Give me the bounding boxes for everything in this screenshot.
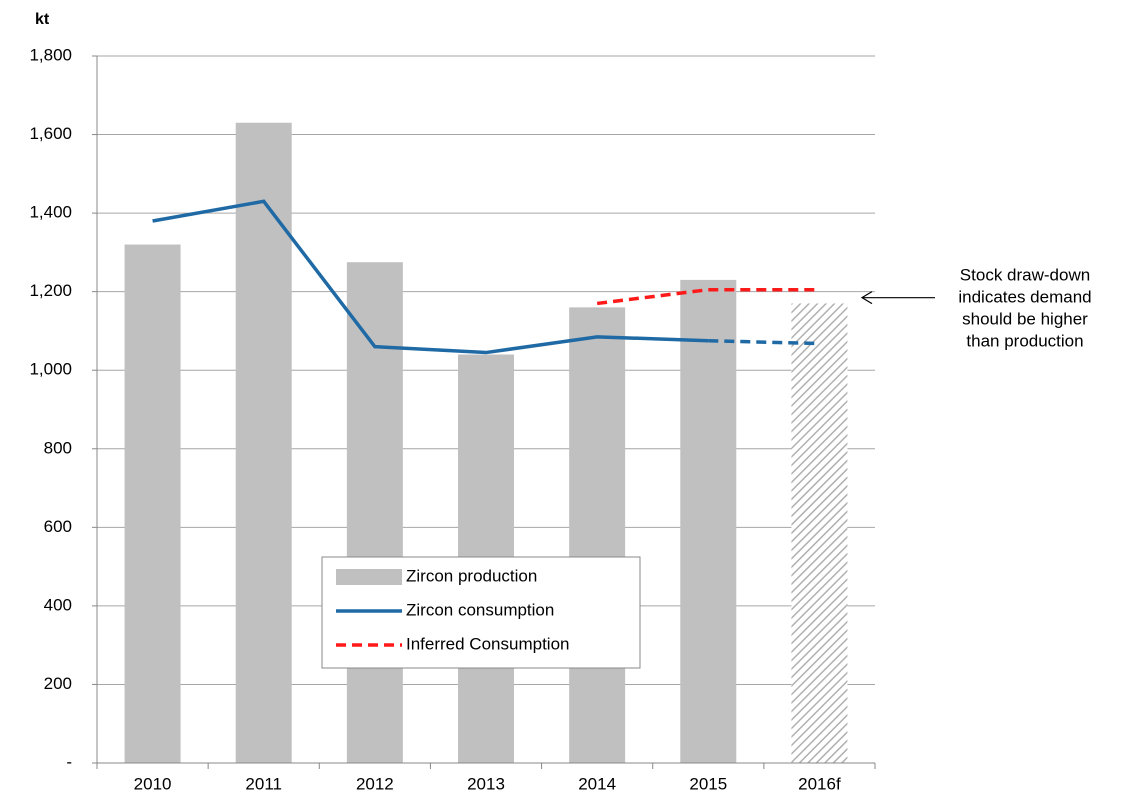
line-dashed <box>708 339 820 346</box>
annotation-arrowhead <box>860 291 873 305</box>
bar <box>569 307 626 763</box>
y-tick-label: 1,400 <box>29 203 72 222</box>
x-tick-label: 2016f <box>798 774 841 793</box>
y-tick-label: 400 <box>44 595 72 614</box>
x-tick-label: 2011 <box>245 774 282 793</box>
legend-swatch <box>336 569 402 585</box>
legend-label: Zircon production <box>406 566 537 585</box>
legend-label: Zircon consumption <box>406 600 554 619</box>
x-tick-label: 2012 <box>356 774 394 793</box>
bar <box>124 244 181 764</box>
annotation: indicates demand <box>958 287 1091 306</box>
y-tick-label: 600 <box>44 517 72 536</box>
y-unit: kt <box>35 11 50 28</box>
x-tick-label: 2013 <box>467 774 505 793</box>
bar <box>791 303 848 763</box>
y-tick-label: 200 <box>44 674 72 693</box>
bar <box>680 279 737 763</box>
legend-label: Inferred Consumption <box>406 634 569 653</box>
annotation: should be higher <box>962 309 1088 328</box>
y-tick-label: 1,800 <box>29 45 72 64</box>
y-tick-label: - <box>66 752 72 771</box>
line-dashed <box>596 287 820 306</box>
bar <box>235 122 292 764</box>
y-tick-label: 1,600 <box>29 124 72 143</box>
line <box>152 199 709 355</box>
x-tick-label: 2014 <box>578 774 616 793</box>
annotation: Stock draw-down <box>960 265 1090 284</box>
y-tick-label: 1,000 <box>29 360 72 379</box>
annotation: than production <box>966 331 1083 350</box>
x-tick-label: 2010 <box>134 774 172 793</box>
y-tick-label: 800 <box>44 438 72 457</box>
x-tick-label: 2015 <box>689 774 727 793</box>
bar <box>346 262 403 763</box>
y-tick-label: 1,200 <box>29 281 72 300</box>
